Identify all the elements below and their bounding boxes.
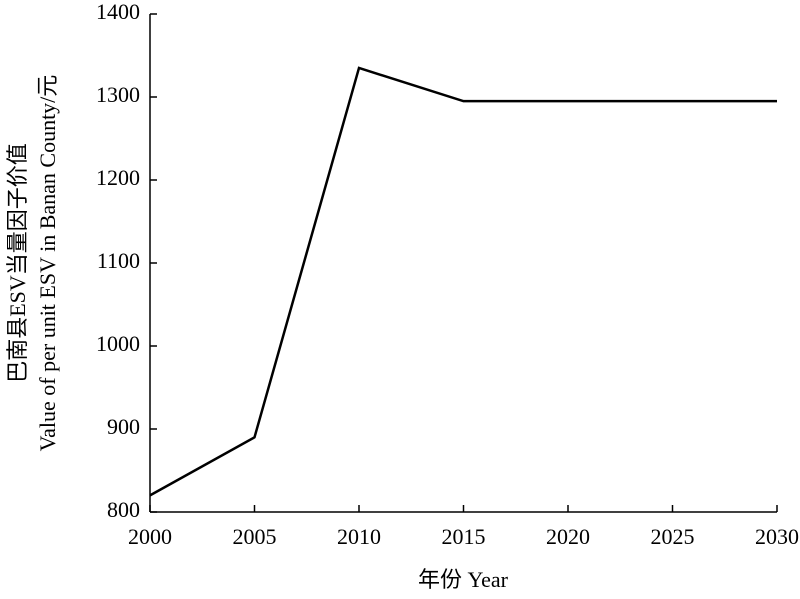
y-axis-label: Value of per unit ESV in Banan County/元: [35, 75, 60, 452]
x-tick-label: 2005: [233, 524, 277, 549]
x-tick-label: 2030: [755, 524, 799, 549]
x-tick-label: 2010: [337, 524, 381, 549]
x-tick-label: 2015: [442, 524, 486, 549]
x-tick-label: 2020: [546, 524, 590, 549]
y-tick-label: 1400: [96, 0, 140, 24]
y-tick-label: 1000: [96, 331, 140, 356]
y-tick-label: 1300: [96, 82, 140, 107]
y-tick-label: 1200: [96, 165, 140, 190]
y-axis-label: 巴南县ESV当量因子价值: [5, 143, 30, 383]
data-line: [149, 66, 777, 497]
y-tick-label: 800: [107, 497, 140, 522]
y-tick-label: 1100: [97, 248, 140, 273]
x-tick-label: 2000: [128, 524, 172, 549]
x-tick-label: 2025: [651, 524, 695, 549]
x-axis-label: 年份 Year: [418, 567, 509, 592]
y-tick-label: 900: [107, 414, 140, 439]
y-axis-label-group: 巴南县ESV当量因子价值 Value of per unit ESV in Ba…: [5, 75, 60, 452]
